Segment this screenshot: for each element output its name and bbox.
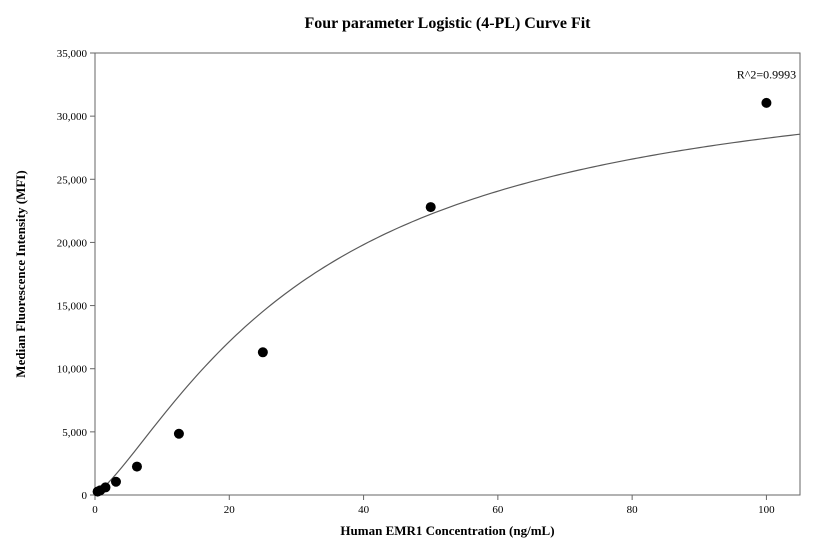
data-point (111, 477, 121, 487)
x-tick-label: 60 (492, 504, 504, 516)
x-tick-label: 0 (92, 504, 98, 516)
chart-title: Four parameter Logistic (4-PL) Curve Fit (304, 15, 591, 32)
y-tick-label: 20,000 (57, 237, 88, 249)
x-axis-label: Human EMR1 Concentration (ng/mL) (340, 523, 554, 538)
data-point (132, 462, 142, 472)
y-tick-label: 0 (82, 490, 88, 502)
data-points (93, 98, 772, 497)
y-tick-label: 15,000 (57, 301, 88, 313)
x-tick-label: 40 (358, 504, 370, 516)
data-point (258, 347, 268, 357)
plot-border (95, 53, 800, 495)
fit-curve (95, 134, 800, 493)
y-axis-label: Median Fluorescence Intensity (MFI) (13, 170, 28, 377)
data-point (761, 98, 771, 108)
x-tick-label: 80 (627, 504, 639, 516)
y-tick-label: 5,000 (62, 427, 87, 439)
data-point (174, 429, 184, 439)
x-tick-label: 20 (224, 504, 236, 516)
x-axis-ticks: 0 20 40 60 80 100 (92, 495, 775, 516)
y-tick-label: 25,000 (57, 174, 88, 186)
data-point (100, 482, 110, 492)
x-tick-label: 100 (758, 504, 775, 516)
data-point (426, 202, 436, 212)
y-tick-label: 35,000 (57, 48, 88, 60)
r-squared-annotation: R^2=0.9993 (737, 67, 796, 81)
chart-container: 0 20 40 60 80 100 0 5,000 10,000 15,000 20,000 25,… (0, 0, 832, 560)
y-axis-ticks: 0 5,000 10,000 15,000 20,000 25,000 30,000 35,0… (57, 48, 95, 502)
y-tick-label: 10,000 (57, 364, 88, 376)
curve-fit-chart: 0 20 40 60 80 100 0 5,000 10,000 15,000 20,000 25,… (0, 0, 832, 560)
y-tick-label: 30,000 (57, 111, 88, 123)
